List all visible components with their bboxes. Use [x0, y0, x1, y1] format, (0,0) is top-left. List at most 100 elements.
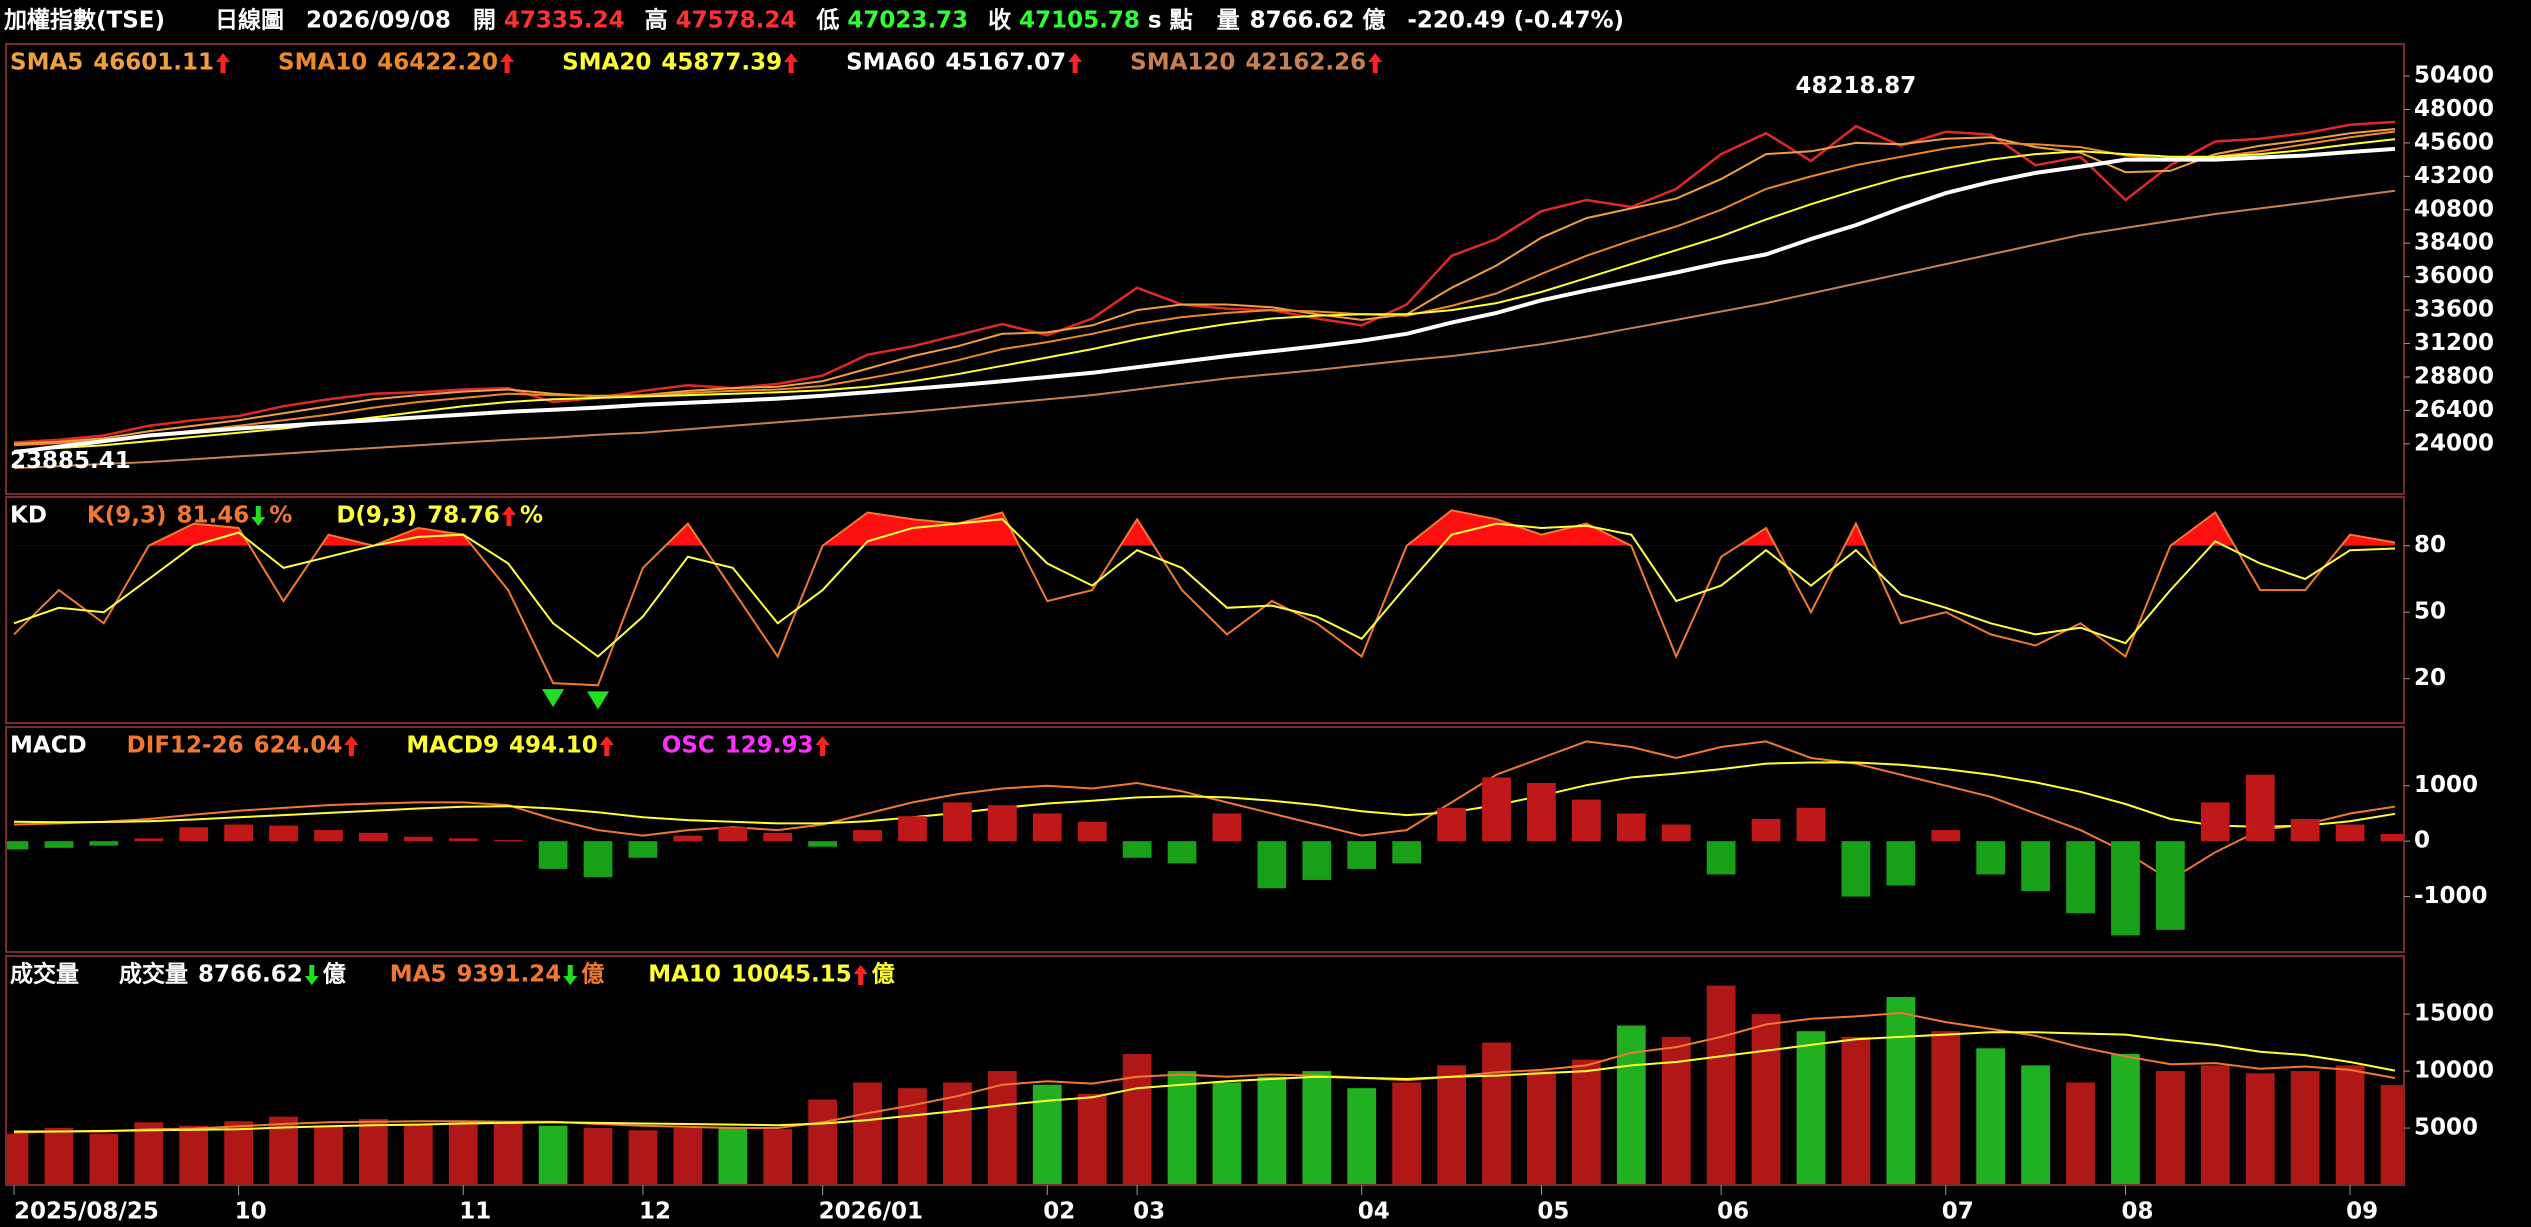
- overbought-fill: [14, 510, 2395, 546]
- legend-value: 9391.24: [456, 962, 561, 988]
- bar: [943, 1082, 972, 1184]
- bar: [2156, 1071, 2185, 1184]
- bar: [1616, 1025, 1646, 1184]
- x-tick-label: 03: [1133, 1199, 1165, 1225]
- bar: [1706, 841, 1736, 875]
- x-tick-label: 2025/08/25: [14, 1199, 159, 1225]
- panel-frame: [5, 43, 2405, 495]
- bar: [763, 832, 793, 842]
- bar: [2245, 774, 2275, 842]
- bar: [359, 832, 388, 842]
- series-line: [13, 120, 2396, 444]
- panel-title: KD: [10, 503, 47, 529]
- y-tick-label: 50400: [2414, 63, 2494, 89]
- trend-arrow: [1068, 53, 1083, 73]
- trend-arrow: [563, 965, 578, 985]
- bar: [1886, 997, 1916, 1184]
- y-tick-label: 38400: [2414, 230, 2494, 256]
- legend-value: 8766.62: [198, 962, 303, 988]
- bar: [1392, 841, 1422, 864]
- legend-name: 成交量: [119, 961, 188, 988]
- bar: [269, 825, 298, 842]
- bar: [2335, 824, 2365, 842]
- bar: [314, 830, 343, 842]
- legend-name: SMA60: [846, 50, 935, 76]
- period: 日線圖: [215, 7, 284, 34]
- trend-arrow: [853, 965, 868, 985]
- extreme-label: 48218.87: [1796, 73, 1917, 99]
- bar: [1571, 1059, 1601, 1184]
- bar: [493, 840, 523, 842]
- legend-value: 78.76: [427, 503, 500, 529]
- panel-frame: [5, 955, 2405, 1186]
- volume-label: 量: [1217, 8, 1240, 34]
- bar: [583, 841, 613, 878]
- x-tick-label: 08: [2121, 1199, 2153, 1225]
- trend-arrow: [251, 506, 266, 526]
- bar: [808, 1099, 838, 1184]
- y-tick-label: 10000: [2414, 1058, 2494, 1084]
- bar: [1482, 1042, 1511, 1184]
- bar: [1616, 813, 1646, 842]
- legend-unit: %: [269, 503, 292, 529]
- legend-name: SMA5: [10, 50, 83, 76]
- date: 2026/09/08: [306, 8, 451, 34]
- x-tick-label: 05: [1537, 1199, 1569, 1225]
- panel-title: 成交量: [10, 961, 79, 988]
- quote-value: 47578.24: [676, 8, 797, 34]
- bar: [1751, 1014, 1781, 1184]
- close-mark: s: [1148, 8, 1162, 34]
- bar: [134, 838, 164, 842]
- y-tick-label: 20: [2414, 665, 2446, 691]
- bar: [179, 1125, 209, 1184]
- x-tick-label: 11: [459, 1199, 491, 1225]
- bar: [808, 841, 838, 847]
- quote-label: 低: [815, 8, 839, 34]
- bar: [718, 1126, 748, 1184]
- trend-arrow: [216, 53, 231, 73]
- bar: [718, 827, 748, 842]
- bar: [1122, 1053, 1152, 1184]
- bar: [1347, 841, 1377, 869]
- bar: [1212, 1082, 1242, 1184]
- y-tick-label: 26400: [2414, 397, 2494, 423]
- bar: [403, 836, 433, 842]
- bar: [2245, 1073, 2275, 1184]
- quote-label: 收: [988, 7, 1011, 34]
- bar: [583, 1128, 613, 1184]
- legend-name: MA10: [648, 962, 721, 988]
- bar: [7, 841, 29, 850]
- y-tick-label: 36000: [2414, 263, 2494, 289]
- bar: [2290, 1071, 2320, 1184]
- quote-label: 高: [645, 7, 668, 34]
- y-tick-label: 33600: [2414, 297, 2494, 323]
- legend-unit: 億: [581, 961, 604, 988]
- legend-name: D(9,3): [336, 503, 417, 529]
- plot-area: [13, 120, 2396, 470]
- bar: [1437, 807, 1466, 842]
- legend-name: MACD9: [406, 733, 499, 759]
- bar: [1122, 841, 1152, 858]
- y-tick-label: -1000: [2414, 883, 2488, 909]
- legend-value: 46422.20: [377, 50, 498, 76]
- bar: [1976, 841, 2006, 875]
- bar: [628, 841, 658, 858]
- legend-value: 45877.39: [661, 50, 782, 76]
- unit: 點: [1170, 8, 1193, 34]
- panel-frame: [5, 496, 2405, 724]
- y-tick-label: 31200: [2414, 330, 2494, 356]
- bar: [2066, 841, 2095, 914]
- legend-name: MA5: [390, 962, 447, 988]
- bar: [359, 1118, 388, 1184]
- x-tick-label: 2026/01: [819, 1199, 923, 1225]
- bar: [1167, 841, 1197, 864]
- bar: [1032, 813, 1062, 842]
- bar: [1347, 1088, 1377, 1184]
- series-line: [13, 518, 2396, 658]
- y-tick-label: 15000: [2414, 1001, 2494, 1027]
- trend-arrow: [500, 53, 515, 73]
- bar: [2066, 1082, 2095, 1184]
- index-title: 加權指數(TSE): [3, 7, 165, 34]
